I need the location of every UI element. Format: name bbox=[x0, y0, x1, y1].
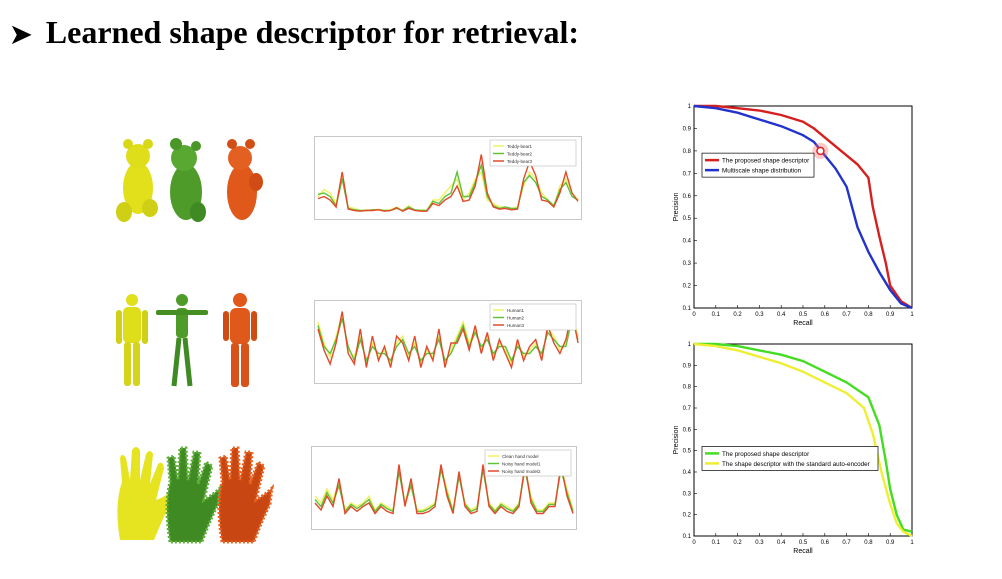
descriptor-legend-label: Teddy-bear2 bbox=[507, 152, 533, 157]
y-tick-label: 0.9 bbox=[683, 363, 692, 369]
pr-series-line bbox=[693, 104, 913, 310]
y-tick-label: 0.6 bbox=[683, 194, 692, 200]
y-tick-label: 0.7 bbox=[683, 171, 692, 177]
y-tick-label: 0.3 bbox=[683, 491, 692, 497]
pr-series-line bbox=[694, 104, 913, 310]
y-tick-label: 0.4 bbox=[683, 470, 692, 476]
y-tick-label: 0.4 bbox=[683, 239, 692, 245]
human-yellow-image bbox=[116, 294, 148, 386]
x-tick-label: 0.8 bbox=[864, 312, 873, 318]
descriptor-legend-label: Clean hand model bbox=[502, 454, 539, 459]
y-tick-label: 0.6 bbox=[683, 427, 692, 433]
plot-area bbox=[693, 343, 913, 537]
teddy-bear-orange-image bbox=[227, 139, 263, 220]
pr-series-line bbox=[694, 342, 913, 533]
plot-area bbox=[693, 105, 913, 309]
x-tick-label: 0 bbox=[692, 312, 696, 318]
teddy-bear-yellow-image bbox=[116, 139, 158, 222]
heading-text: Learned shape descriptor for retrieval: bbox=[45, 14, 580, 50]
descriptor-legend-box bbox=[489, 303, 577, 331]
teddy-bear-green-image bbox=[170, 138, 206, 222]
x-tick-label: 0.4 bbox=[777, 540, 786, 546]
y-axis-label: Precision bbox=[673, 193, 680, 222]
x-tick-label: 1 bbox=[910, 312, 914, 318]
x-tick-label: 0.4 bbox=[777, 312, 786, 318]
cursor-dot bbox=[816, 146, 825, 156]
x-tick-label: 0.7 bbox=[842, 312, 851, 318]
y-tick-label: 0.9 bbox=[683, 126, 692, 132]
descriptor-legend-label: Teddy-bear1 bbox=[507, 144, 533, 149]
y-axis-label: Precision bbox=[673, 426, 680, 455]
x-tick-label: 0.3 bbox=[755, 312, 764, 318]
x-tick-label: 0.1 bbox=[712, 540, 721, 546]
descriptor-legend-label: Human2 bbox=[507, 316, 525, 321]
descriptor-plot-hand: Clean hand model Noisy hand model1 Noisy h… bbox=[311, 446, 577, 530]
pr-legend-label: Multiscale shape distribution bbox=[722, 168, 802, 175]
y-tick-label: 0.1 bbox=[683, 534, 692, 540]
x-tick-label: 0.2 bbox=[733, 540, 742, 546]
descriptor-series-line bbox=[314, 464, 574, 516]
pr-legend-label: The proposed shape descriptor bbox=[722, 158, 809, 165]
descriptor-series-line bbox=[317, 154, 579, 212]
y-tick-label: 0.5 bbox=[683, 216, 692, 222]
x-tick-label: 0.8 bbox=[864, 540, 873, 546]
hand-orange-image bbox=[217, 446, 275, 544]
y-tick-label: 0.2 bbox=[683, 284, 692, 290]
descriptor-series-line bbox=[317, 311, 579, 370]
descriptor-legend-label: Human1 bbox=[507, 308, 525, 313]
y-tick-label: 0.2 bbox=[683, 513, 692, 519]
arrowhead-icon: ➤ bbox=[10, 20, 32, 49]
descriptor-legend-label: Noisy hand model1 bbox=[502, 462, 541, 467]
human-orange-image bbox=[223, 293, 257, 387]
descriptor-legend-label: Teddy-bear3 bbox=[507, 159, 533, 164]
descriptor-plot-human: Human1 Human2 Human3 bbox=[314, 300, 582, 384]
y-tick-label: 0.5 bbox=[683, 449, 692, 455]
y-tick-label: 1 bbox=[688, 104, 692, 110]
x-axis-label: Recall bbox=[793, 320, 813, 327]
pr-legend-box bbox=[701, 446, 879, 471]
y-tick-label: 0.8 bbox=[683, 149, 692, 155]
precision-recall-chart-1: 0 0.1 0.2 0.3 0.4 0.5 0.6 0.7 0.8 0.9 10.10.20.30.… bbox=[673, 104, 914, 327]
descriptor-legend-label: Noisy hand model2 bbox=[502, 469, 541, 474]
slide-heading: ➤ Learned shape descriptor for retrieval: bbox=[10, 14, 579, 51]
y-tick-label: 0.7 bbox=[683, 406, 692, 412]
human-green-image bbox=[156, 294, 208, 387]
x-axis-label: Recall bbox=[793, 548, 813, 555]
y-tick-label: 0.1 bbox=[683, 306, 692, 312]
x-tick-label: 1 bbox=[910, 540, 914, 546]
pr-legend-label: The proposed shape descriptor bbox=[722, 451, 809, 458]
hand-yellow-image bbox=[117, 447, 174, 540]
hand-green-image bbox=[165, 446, 223, 544]
pr-series-line bbox=[693, 342, 913, 538]
x-tick-label: 0.1 bbox=[712, 312, 721, 318]
descriptor-legend-box bbox=[489, 139, 577, 167]
y-tick-label: 0.3 bbox=[683, 261, 692, 267]
y-tick-label: 1 bbox=[688, 342, 692, 348]
descriptor-legend-label: Human3 bbox=[507, 323, 525, 328]
pr-legend-label: The shape descriptor with the standard a… bbox=[722, 461, 870, 468]
x-tick-label: 0.9 bbox=[886, 312, 895, 318]
y-tick-label: 0.8 bbox=[683, 385, 692, 391]
x-tick-label: 0.7 bbox=[842, 540, 851, 546]
x-tick-label: 0.5 bbox=[799, 312, 808, 318]
precision-recall-chart-2: 0 0.1 0.2 0.3 0.4 0.5 0.6 0.7 0.8 0.9 10.10.20.30.… bbox=[673, 342, 914, 555]
x-tick-label: 0.9 bbox=[886, 540, 895, 546]
descriptor-legend-box bbox=[484, 449, 572, 477]
x-tick-label: 0.6 bbox=[821, 540, 830, 546]
x-tick-label: 0.3 bbox=[755, 540, 764, 546]
x-tick-label: 0.2 bbox=[733, 312, 742, 318]
x-tick-label: 0.6 bbox=[821, 312, 830, 318]
descriptor-plot-teddy: Teddy-bear1 Teddy-bear2 Teddy-bear3 bbox=[314, 136, 582, 220]
x-tick-label: 0 bbox=[692, 540, 696, 546]
pr-legend-box bbox=[701, 152, 815, 178]
x-tick-label: 0.5 bbox=[799, 540, 808, 546]
